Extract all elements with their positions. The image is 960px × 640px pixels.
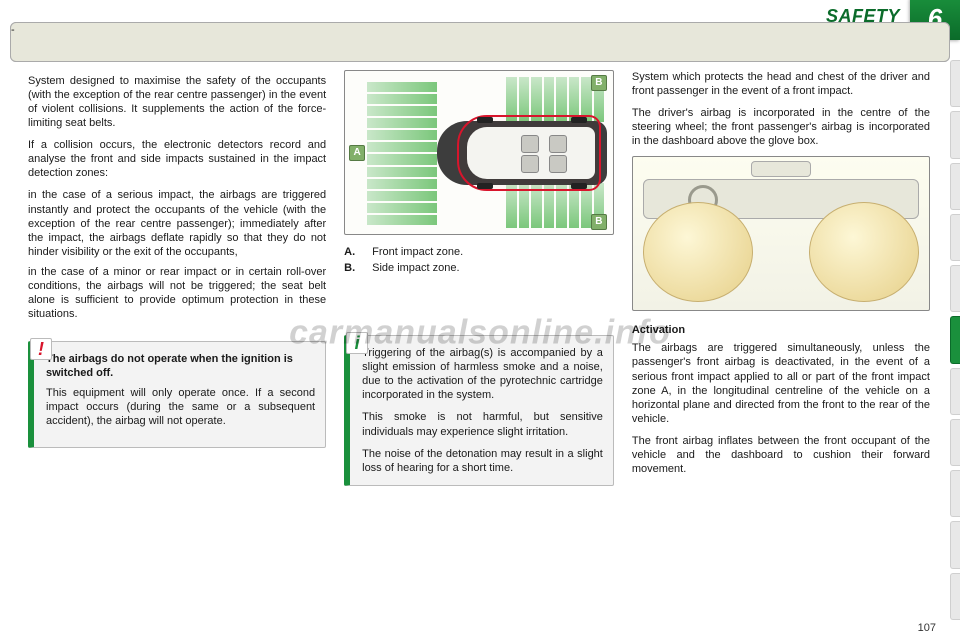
col-front-airbags: Front airbags System which protects the … xyxy=(632,46,930,486)
legend-b: B.Side impact zone. xyxy=(344,261,614,275)
col-impact-zones: Impact detection zones A B B A.Front imp… xyxy=(344,46,614,486)
content: AIRBAGS System designed to maximise the … xyxy=(0,36,960,496)
activation-p2: The front airbag inflates between the fr… xyxy=(632,434,930,476)
front-airbag-diagram xyxy=(632,156,930,311)
info-p1: Triggering of the airbag(s) is accompani… xyxy=(362,346,603,402)
bullet-2: - in the case of a minor or rear impact … xyxy=(28,265,326,321)
info-icon: i xyxy=(346,332,368,354)
front-p1: System which protects the head and chest… xyxy=(632,70,930,98)
activation-title: Activation xyxy=(632,323,930,337)
zone-label-b-bot: B xyxy=(591,214,607,230)
bullet-1: - in the case of a serious impact, the a… xyxy=(28,188,326,258)
page-number: 107 xyxy=(918,622,936,634)
info-p2: This smoke is not harmful, but sensitive… xyxy=(362,410,603,438)
side-tabs xyxy=(950,60,960,620)
zone-label-b-top: B xyxy=(591,75,607,91)
legend-a: A.Front impact zone. xyxy=(344,245,614,259)
info-p3: The noise of the detonation may result i… xyxy=(362,447,603,475)
activation-p1: The airbags are triggered simultaneously… xyxy=(632,341,930,425)
warning-title: The airbags do not operate when the igni… xyxy=(46,352,315,380)
front-p2: The driver's airbag is incorporated in t… xyxy=(632,106,930,148)
car-shape xyxy=(437,121,607,185)
info-box: i Triggering of the airbag(s) is accompa… xyxy=(344,335,614,486)
airbags-intro: System designed to maximise the safety o… xyxy=(28,74,326,130)
airbags-para2: If a collision occurs, the electronic de… xyxy=(28,138,326,180)
warning-body: This equipment will only operate once. I… xyxy=(46,386,315,428)
col-airbags: AIRBAGS System designed to maximise the … xyxy=(28,46,326,486)
impact-zone-diagram: A B B xyxy=(344,70,614,235)
warning-box: ! The airbags do not operate when the ig… xyxy=(28,341,326,447)
warning-icon: ! xyxy=(30,338,52,360)
zone-label-a: A xyxy=(349,145,365,161)
